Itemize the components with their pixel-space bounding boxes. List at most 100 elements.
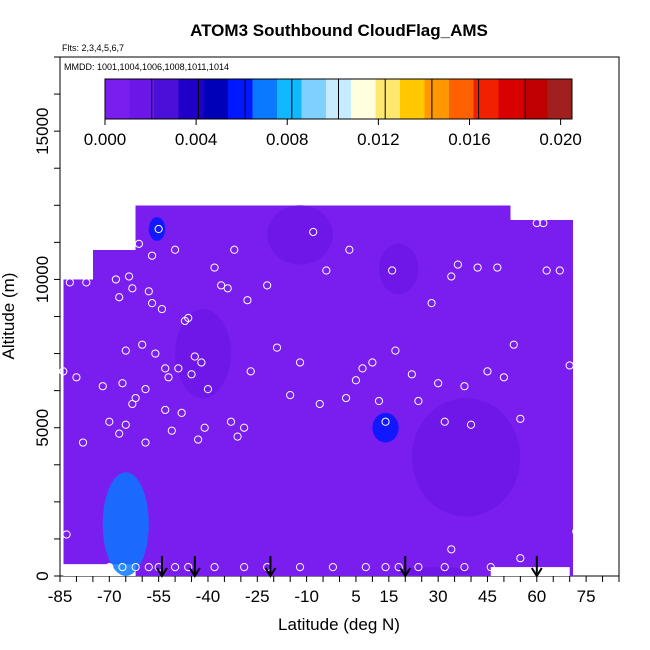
heat-feature	[372, 412, 399, 443]
sample-point	[351, 376, 361, 385]
colorbar-swatch	[473, 79, 499, 119]
mmdd-note: MMDD: 1001,1004,1006,1008,1011,1014	[64, 62, 229, 72]
sample-point	[315, 399, 324, 409]
sample-point	[516, 554, 525, 563]
sample-point	[240, 563, 249, 572]
y-tick-label: 5000	[33, 409, 52, 447]
sample-point	[414, 396, 423, 406]
colorbar-swatch	[350, 79, 376, 119]
sample-point	[147, 251, 157, 260]
x-tick-label: 75	[577, 587, 596, 606]
sample-point	[516, 414, 525, 423]
colorbar-swatch	[547, 79, 573, 119]
heat-feature	[175, 309, 231, 399]
sample-point	[233, 432, 242, 441]
heat-feature	[378, 243, 419, 295]
flights-note: Flts: 2,3,4,5,6,7	[62, 43, 124, 53]
sample-point	[295, 563, 305, 572]
sample-point	[210, 563, 219, 572]
sample-point	[121, 420, 130, 429]
y-tick-label: 15000	[33, 108, 52, 155]
colorbar-swatch	[277, 79, 303, 119]
x-tick-label: -70	[97, 587, 122, 606]
sample-points	[59, 218, 581, 572]
sample-point	[105, 417, 114, 426]
x-axis-label: Latitude (deg N)	[278, 615, 400, 634]
colorbar-tick-label: 0.016	[448, 130, 491, 149]
sample-point	[78, 438, 88, 447]
sample-point	[230, 245, 239, 254]
sample-point	[447, 272, 456, 281]
sample-point	[190, 352, 199, 361]
colorbar-swatch	[399, 79, 426, 119]
colorbar-swatch	[129, 79, 155, 119]
sample-point	[453, 260, 462, 269]
coverage-gap	[63, 564, 136, 576]
heat-feature	[148, 217, 166, 241]
colorbar-tick-label: 0.012	[357, 130, 400, 149]
sample-point	[407, 370, 416, 379]
sample-point	[447, 545, 456, 554]
sample-point	[98, 382, 107, 391]
sample-point	[361, 563, 370, 572]
sample-point	[217, 281, 226, 290]
x-tick-label: 15	[379, 587, 398, 606]
x-tick-label: 60	[527, 587, 546, 606]
sample-point	[138, 340, 147, 349]
sample-point	[72, 373, 81, 382]
colorbar-tick-label: 0.008	[266, 130, 309, 149]
coverage-cell	[63, 279, 93, 576]
sample-point	[440, 563, 449, 572]
colorbar-swatch	[252, 79, 278, 119]
sample-point	[374, 396, 384, 406]
sample-point	[121, 346, 130, 355]
sample-point	[358, 364, 367, 373]
sample-point	[466, 420, 476, 429]
sample-point	[493, 263, 502, 272]
sample-point	[414, 563, 423, 572]
sample-point	[131, 563, 140, 572]
colorbar-swatch	[375, 79, 401, 119]
sample-point	[200, 423, 209, 432]
x-tick-label: -85	[48, 587, 73, 606]
sample-point	[203, 385, 213, 394]
sample-point	[82, 278, 91, 287]
colorbar-swatch	[105, 79, 131, 119]
sample-point	[144, 563, 153, 572]
sample-point	[184, 563, 193, 572]
sample-point	[124, 272, 134, 281]
sample-point	[210, 263, 219, 272]
coverage-cell	[510, 220, 573, 576]
sample-point	[134, 239, 144, 248]
coverage-cell	[191, 205, 511, 577]
x-tick-label: 5	[351, 587, 360, 606]
sample-point	[128, 284, 137, 293]
sample-point	[381, 563, 390, 572]
sample-point	[460, 382, 469, 391]
sample-point	[118, 379, 127, 388]
sample-point	[381, 417, 390, 426]
sample-point	[174, 364, 183, 373]
y-tick-label: 10000	[33, 256, 52, 303]
colorbar-frame	[104, 78, 573, 120]
sample-point	[473, 263, 482, 272]
sample-point	[483, 367, 492, 376]
sample-point	[194, 435, 203, 444]
sample-point	[131, 393, 140, 403]
sample-point	[115, 429, 124, 438]
colorbar-swatch	[424, 79, 450, 119]
x-tick-label: 45	[478, 587, 497, 606]
sample-point	[460, 563, 469, 572]
arrow-head	[156, 567, 168, 578]
y-axis-label: Altitude (m)	[0, 273, 18, 360]
sample-point	[499, 373, 509, 382]
sample-point	[542, 266, 551, 275]
sample-point	[151, 349, 160, 358]
sample-point	[509, 340, 518, 349]
heat-feature	[398, 567, 472, 577]
sample-point	[161, 405, 170, 415]
sample-point	[309, 227, 318, 237]
x-axis: -85 -70 -55 -40 -25 -10 5 15 30 45 60 75	[48, 576, 620, 606]
y-tick-label: 0	[33, 571, 52, 580]
